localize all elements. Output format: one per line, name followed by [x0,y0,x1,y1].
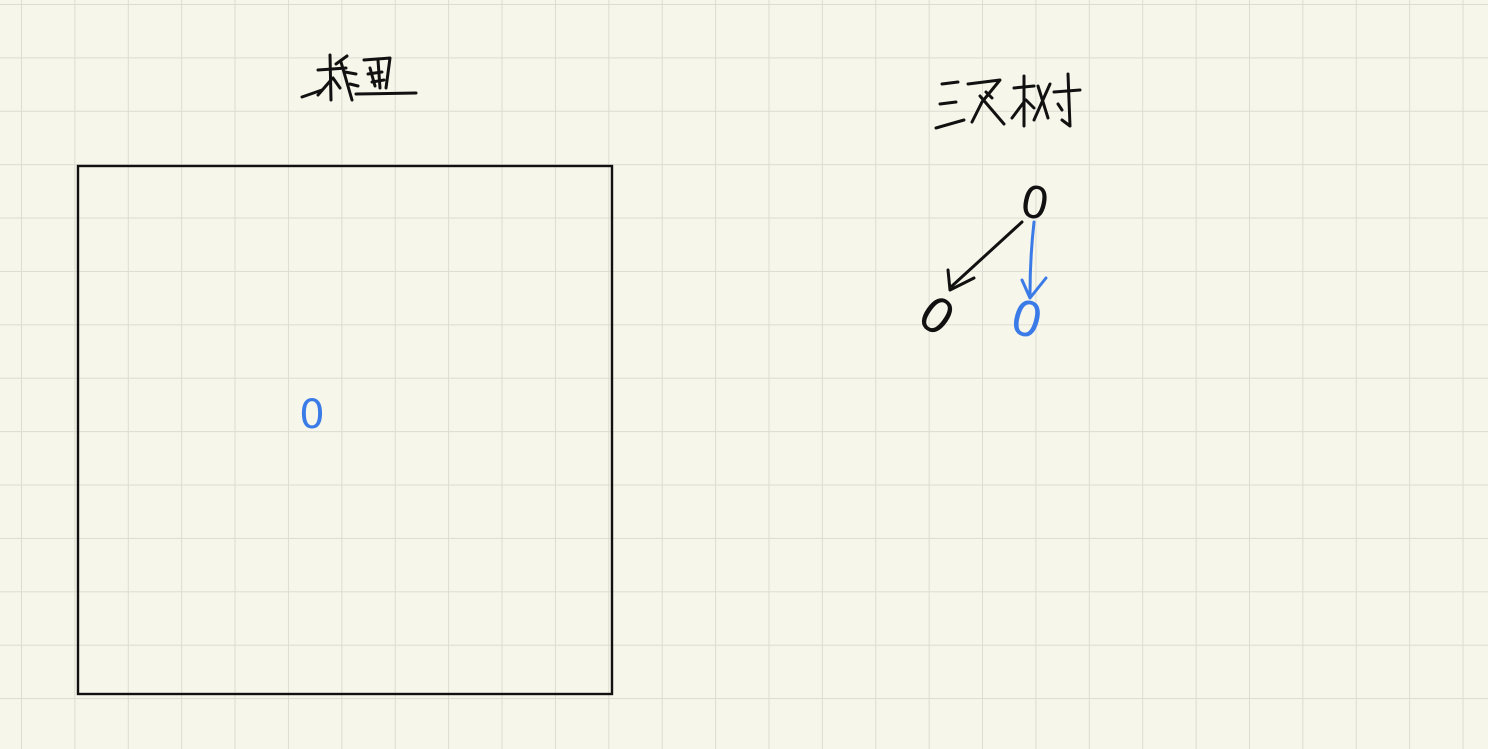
board-square [76,164,614,696]
tree-left-child-node: 0 [908,285,965,348]
tree-middle-child-node: 0 [1004,289,1048,351]
tree-edge-left [946,220,1024,292]
board-title [300,53,418,102]
board-stone-label: 0 [299,392,324,438]
tree-edge-middle [1020,220,1048,300]
tree-title [934,72,1082,130]
